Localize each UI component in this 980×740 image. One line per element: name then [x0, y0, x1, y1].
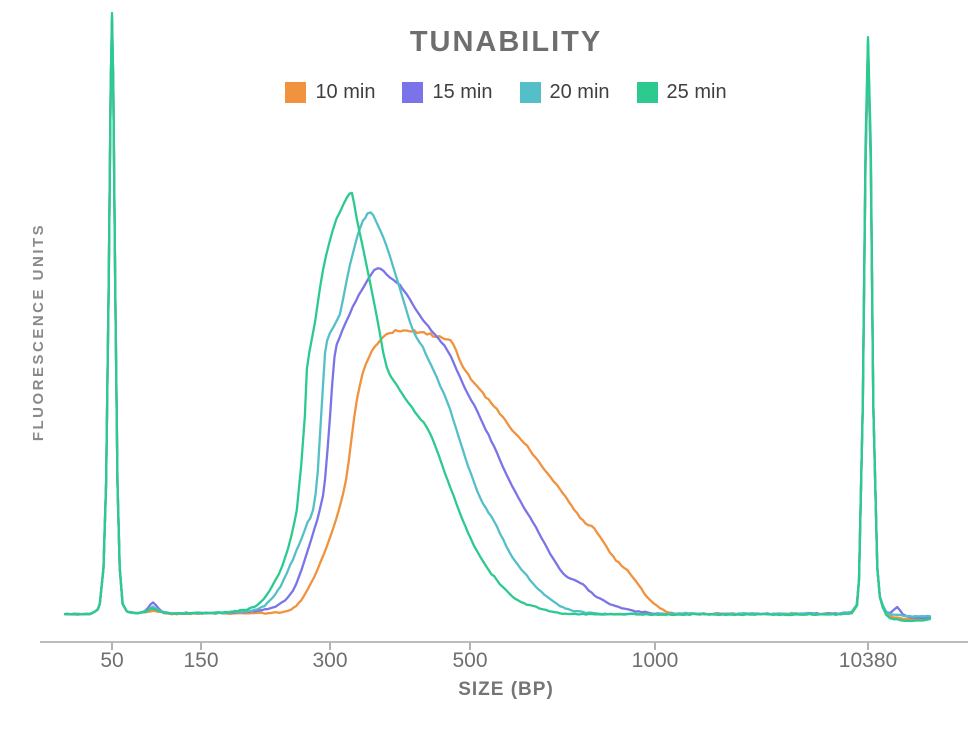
chart-title: TUNABILITY	[409, 26, 603, 58]
legend-label-10min: 10 min	[315, 81, 376, 103]
x-tick-label-150: 150	[183, 649, 219, 672]
legend-label-20min: 20 min	[549, 81, 610, 103]
x-axis-label: SIZE (BP)	[458, 679, 554, 700]
series-line-25-min	[63, 11, 932, 623]
x-tick-label-10380: 10380	[838, 649, 898, 672]
series-line-20-min	[63, 16, 932, 618]
legend-item-25min: 25 min	[636, 81, 727, 104]
x-tick-label-300: 300	[312, 649, 348, 672]
legend-swatch-20min	[519, 82, 541, 103]
legend: 10 min 15 min 20 min 25 min	[0, 81, 980, 104]
legend-item-20min: 20 min	[519, 81, 610, 104]
x-tick-label-1000: 1000	[631, 649, 679, 672]
legend-label-15min: 15 min	[432, 81, 493, 103]
legend-swatch-25min	[636, 82, 658, 103]
legend-item-10min: 10 min	[285, 81, 375, 104]
legend-item-15min: 15 min	[402, 81, 493, 104]
legend-label-25min: 25 min	[666, 81, 727, 103]
legend-swatch-10min	[285, 82, 307, 103]
legend-swatch-15min	[402, 82, 424, 103]
x-tick-label-50: 50	[100, 649, 124, 672]
x-tick-label-500: 500	[452, 649, 488, 672]
